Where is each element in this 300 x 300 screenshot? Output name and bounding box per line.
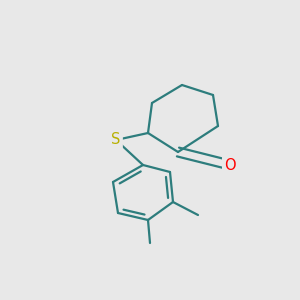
Text: S: S xyxy=(111,133,121,148)
Text: O: O xyxy=(224,158,236,172)
